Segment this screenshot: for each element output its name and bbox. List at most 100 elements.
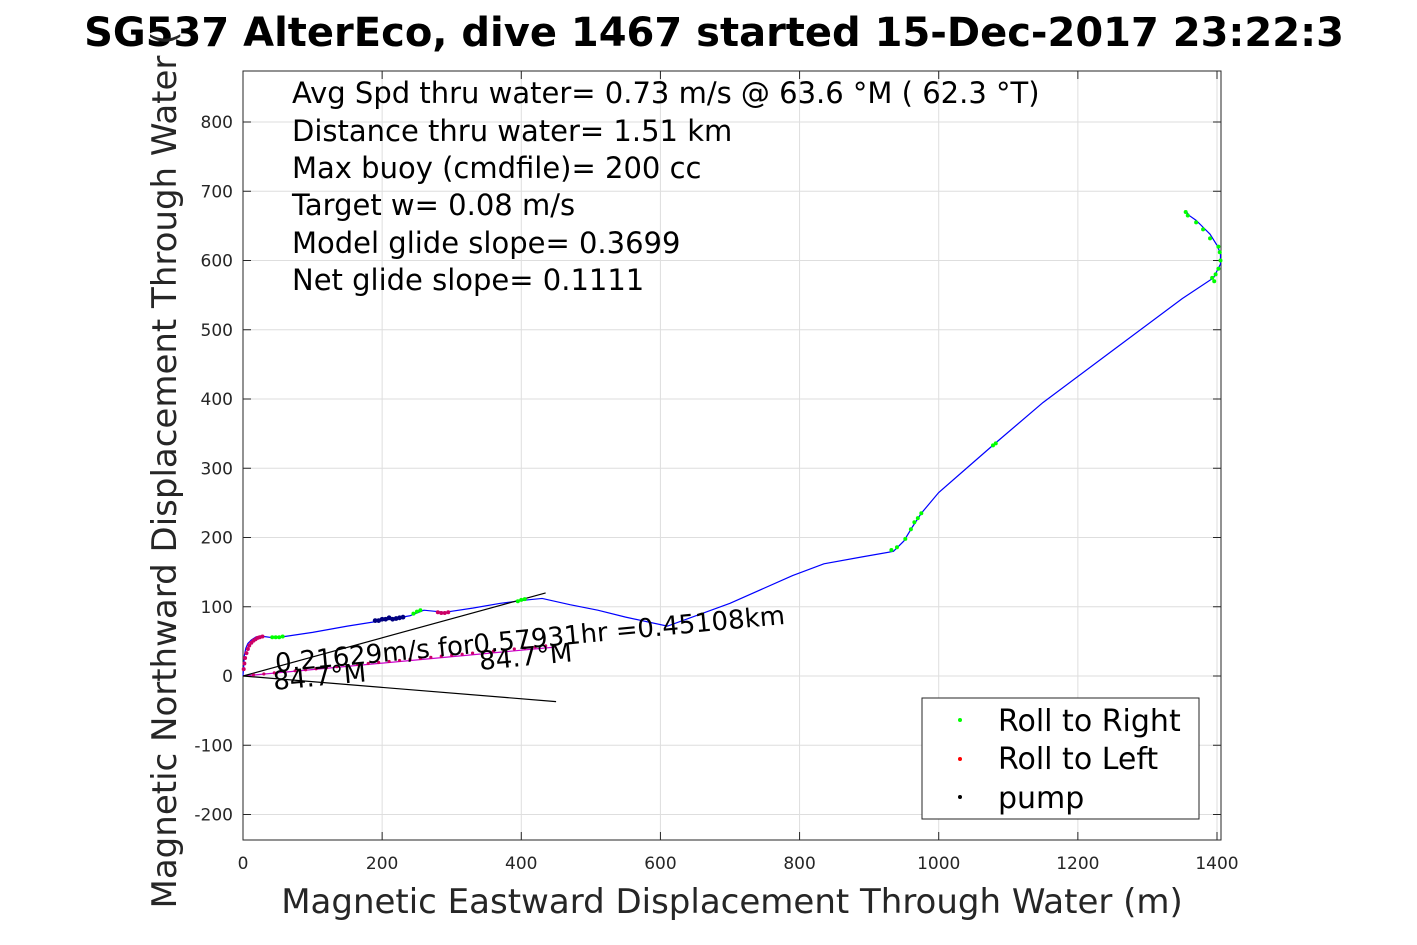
- roll-right-point: [280, 634, 285, 639]
- x-tick-label: 200: [366, 854, 398, 874]
- roll-right-point: [919, 511, 924, 516]
- y-tick-label: 200: [201, 529, 233, 549]
- grid-lines: [242, 71, 1221, 840]
- roll-left-point: [544, 644, 548, 648]
- legend-label-roll-right: Roll to Right: [998, 704, 1181, 739]
- roll-right-point: [1194, 220, 1199, 225]
- roll-left-point: [247, 643, 252, 648]
- legend-marker-roll-left: [958, 757, 962, 761]
- annotation-model-glide-slope: Model glide slope= 0.3699: [292, 226, 680, 260]
- roll-right-point: [908, 527, 913, 532]
- roll-right-point: [903, 536, 908, 541]
- roll-left-point: [335, 665, 339, 669]
- roll-left-point: [314, 667, 318, 671]
- heading-line: [242, 592, 546, 677]
- x-tick-label: 1200: [1056, 854, 1099, 874]
- annotation-distance: Distance thru water= 1.51 km: [292, 114, 732, 148]
- roll-left-point: [241, 667, 246, 672]
- roll-right-point: [889, 547, 894, 552]
- roll-left-point: [243, 655, 248, 660]
- roll-left-point: [262, 672, 266, 676]
- roll-right-point: [1216, 266, 1221, 271]
- x-tick-label: 600: [644, 854, 676, 874]
- roll-left-point: [366, 661, 370, 666]
- roll-left-point: [429, 655, 433, 659]
- roll-left-point: [251, 673, 256, 677]
- roll-right-point: [515, 599, 520, 604]
- roll-left-point: [245, 646, 250, 651]
- roll-left-point: [446, 610, 451, 615]
- roll-left-point: [242, 661, 247, 666]
- roll-left-point: [481, 650, 485, 654]
- plot-frame: [242, 70, 1222, 841]
- y-axis-label: Magnetic Northward Displacement Through …: [145, 32, 185, 909]
- y-tick-label: -100: [194, 736, 233, 756]
- legend-label-pump: pump: [998, 781, 1084, 816]
- roll-right-point: [912, 520, 917, 525]
- roll-right-point: [993, 441, 998, 446]
- roll-right-point: [1183, 210, 1188, 215]
- roll-right-point: [418, 608, 423, 613]
- roll-right-point: [1208, 236, 1213, 241]
- y-tick-label: -200: [194, 806, 233, 826]
- roll-left-point: [304, 668, 308, 672]
- roll-left-point: [523, 646, 527, 650]
- roll-left-point: [418, 656, 423, 660]
- roll-left-point: [450, 653, 454, 657]
- y-tick-label: 0: [222, 667, 233, 687]
- roll-left-point: [397, 658, 402, 663]
- roll-left-point: [345, 664, 349, 668]
- roll-left-point: [435, 610, 440, 615]
- roll-right-point: [519, 597, 524, 602]
- roll-left-point: [377, 660, 381, 665]
- roll-left-point: [533, 645, 537, 649]
- chart-title: SG537 AlterEco, dive 1467 started 15-Dec…: [84, 10, 1344, 56]
- annotation-block: Avg Spd thru water= 0.73 m/s @ 63.6 °M (…: [291, 76, 1040, 297]
- roll-left-point: [439, 654, 443, 658]
- roll-right-point: [1212, 279, 1217, 284]
- roll-right-point: [277, 635, 282, 640]
- roll-left-point: [272, 671, 276, 675]
- roll-left-point: [442, 610, 447, 615]
- roll-right-point: [1218, 258, 1223, 263]
- y-tick-label: 400: [201, 390, 233, 410]
- x-axis-label: Magnetic Eastward Displacement Through W…: [281, 882, 1183, 922]
- y-tick-label: 700: [201, 182, 233, 202]
- pump-point: [400, 614, 406, 620]
- x-tick-label: 400: [505, 854, 537, 874]
- axis-ticks: 0 200 400 600 800 1000 1200 1400 -200 -100 0 100 200…: [194, 71, 1239, 874]
- roll-left-point: [512, 647, 516, 651]
- roll-right-point: [411, 611, 416, 616]
- x-tick-label: 800: [783, 854, 815, 874]
- roll-right-point: [894, 545, 899, 550]
- roll-right-point: [414, 609, 419, 614]
- legend-marker-roll-right: [958, 718, 962, 722]
- heading-line: [242, 675, 557, 703]
- legend-label-roll-left: Roll to Left: [998, 742, 1158, 777]
- y-tick-label: 500: [201, 321, 233, 341]
- x-tick-label: 1000: [917, 854, 960, 874]
- roll-right-point: [273, 635, 278, 640]
- legend-marker-pump: [958, 795, 962, 799]
- x-tick-label: 1400: [1195, 854, 1238, 874]
- annotation-avg-speed: Avg Spd thru water= 0.73 m/s @ 63.6 °M (…: [292, 76, 1040, 110]
- roll-right-point: [1216, 244, 1221, 249]
- roll-right-point: [1217, 250, 1222, 255]
- roll-left-point: [502, 648, 506, 652]
- y-tick-label: 300: [201, 459, 233, 479]
- roll-right-point: [1213, 272, 1218, 277]
- legend-box: [921, 697, 1200, 820]
- roll-left-point: [244, 651, 249, 656]
- annotation-target-w: Target w= 0.08 m/s: [291, 188, 575, 222]
- roll-right-point: [270, 635, 275, 640]
- roll-left-point: [260, 634, 265, 639]
- roll-right-point: [1201, 227, 1206, 232]
- pump-point: [379, 616, 385, 622]
- roll-left-point: [293, 669, 297, 673]
- roll-left-point: [439, 610, 444, 615]
- roll-right-point: [990, 443, 995, 448]
- y-tick-label: 800: [201, 113, 233, 133]
- y-tick-label: 100: [201, 598, 233, 618]
- pump-point: [372, 618, 378, 623]
